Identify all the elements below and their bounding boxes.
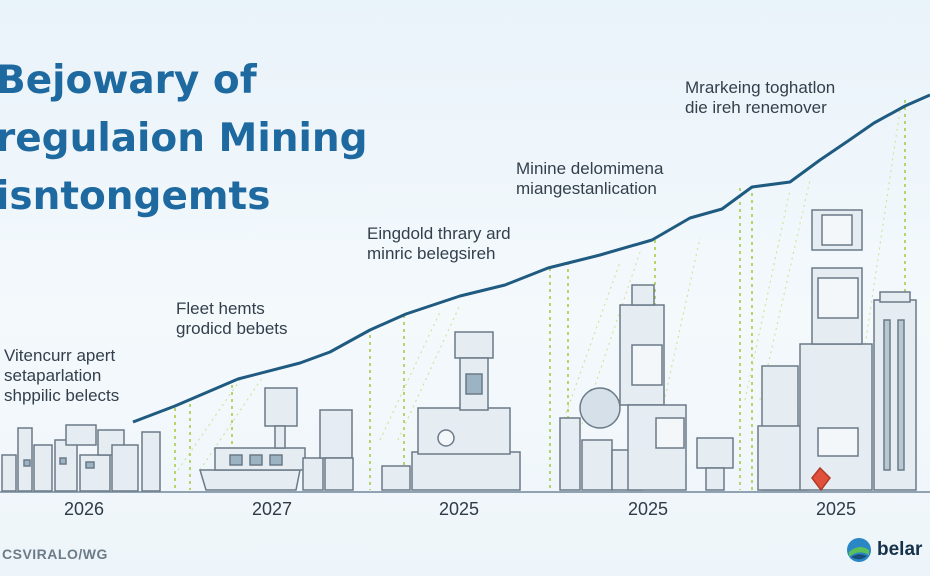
- trend-line: [132, 93, 930, 424]
- year-label-2: 2027: [251, 499, 293, 519]
- year-label-3: 2025: [438, 499, 480, 519]
- annotation-1: Vitencurr apert setaparlation shppilic b…: [4, 346, 120, 405]
- annotation-2: Fleet hemts grodicd bebets: [176, 299, 288, 338]
- title-line-2: regulaion Mining: [0, 116, 368, 161]
- annotation-4: Minine delomimena miangestanlication: [516, 159, 664, 198]
- brand-name: belar: [877, 539, 923, 560]
- building-cluster-4: [559, 284, 734, 491]
- annotation-5: Mrarkeing toghatlon die ireh renemover: [685, 78, 836, 117]
- year-label-1: 2026: [63, 499, 105, 519]
- brand-mark-icon: [847, 538, 871, 562]
- year-label-4: 2025: [627, 499, 669, 519]
- building-cluster-3: [381, 331, 521, 491]
- building-cluster-2: [198, 387, 354, 491]
- footer-text: CSVIRALO/WG: [2, 546, 108, 562]
- title-line-1: Bejowary of: [0, 58, 257, 103]
- title-line-3: isntongemts: [0, 174, 271, 219]
- brand-logo[interactable]: belar: [846, 537, 922, 563]
- annotation-3: Eingdold thrary ard minric belegsireh: [367, 224, 511, 263]
- building-cluster-1: [1, 424, 161, 492]
- year-label-5: 2025: [815, 499, 857, 519]
- building-cluster-5: [757, 209, 917, 492]
- page-title: Bejowary of regulaion Mining isntongemts: [0, 52, 368, 226]
